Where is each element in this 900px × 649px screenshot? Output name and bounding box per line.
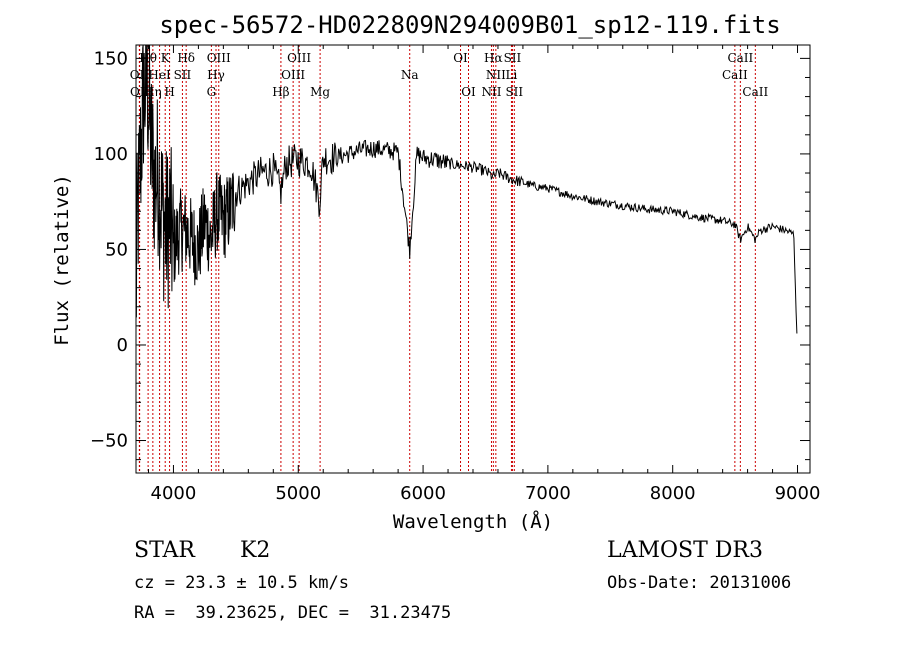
spectral-line-label: HeI [148, 68, 171, 82]
plot-frame [135, 44, 811, 474]
spectral-line-label: CaII [727, 51, 753, 65]
x-tick-label: 8000 [650, 483, 696, 504]
y-tick-label: 50 [105, 239, 128, 260]
x-axis-label: Wavelength (Å) [393, 510, 553, 533]
spectral-line-label: NII [481, 85, 501, 99]
spectral-line-label: OIII [287, 51, 311, 65]
y-tick-label: 150 [94, 48, 128, 69]
x-tick-label: 9000 [775, 483, 821, 504]
spectral-line-label: OIII [281, 68, 305, 82]
spectral-line-label: NII [486, 68, 506, 82]
spectral-line-label: OIII [207, 51, 231, 65]
spectral-line-label: G [207, 85, 217, 99]
spectral-line-label: Mg [310, 85, 330, 99]
x-tick-label: 6000 [400, 483, 446, 504]
spectral-line-label: Na [401, 68, 419, 82]
spectral-line-label: CaII [742, 85, 768, 99]
spectral-line-label: Hη [144, 85, 162, 99]
x-tick-label: 7000 [525, 483, 571, 504]
spectral-line-label: Hθ [139, 51, 157, 65]
coordinates: RA = 39.23625, DEC = 31.23475 [134, 603, 452, 623]
x-tick-label: 4000 [151, 483, 197, 504]
y-tick-label: 0 [117, 335, 128, 356]
spectral-line-label: Hβ [272, 85, 289, 99]
y-axis-label: Flux (relative) [51, 174, 73, 346]
object-subclass: K2 [240, 538, 271, 563]
spectral-line-label: OII [130, 85, 150, 99]
spectral-line-label: SII [505, 85, 523, 99]
spectral-line-label: Hα [484, 51, 503, 65]
redshift-cz: cz = 23.3 ± 10.5 km/s [134, 573, 349, 593]
survey-name: LAMOST DR3 [607, 538, 763, 563]
spectrum-line [135, 44, 798, 334]
spectral-line-label: H [164, 85, 174, 99]
x-tick-label: 5000 [275, 483, 321, 504]
y-tick-label: 100 [94, 144, 128, 165]
spectral-line-label: OI [453, 51, 468, 65]
observation-date: Obs-Date: 20131006 [607, 573, 792, 593]
spectral-line-label: Li [506, 68, 518, 82]
spectral-line-label: SII [174, 68, 192, 82]
spectral-line-label: K [161, 51, 171, 65]
y-tick-label: −50 [90, 431, 128, 452]
chart-title: spec-56572-HD022809N294009B01_sp12-119.f… [159, 11, 780, 39]
spectral-line-label: OI [461, 85, 476, 99]
spectral-line-label: SII [504, 51, 522, 65]
spectral-line-label: CaII [722, 68, 748, 82]
object-class: STAR [134, 538, 195, 563]
spectral-line-label: Hδ [177, 51, 195, 65]
spectral-line-label: Hγ [207, 68, 225, 82]
spectral-line-label: OII [130, 68, 150, 82]
